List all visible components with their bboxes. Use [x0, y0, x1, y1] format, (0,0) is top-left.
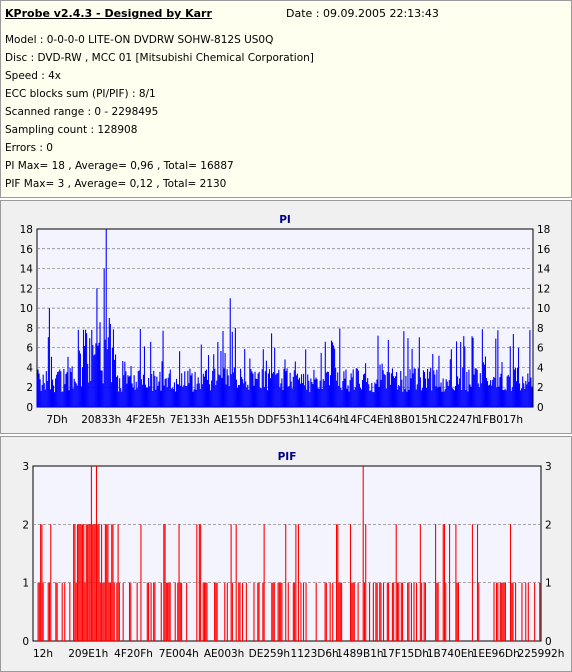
- bars: [36, 229, 533, 407]
- info-line-pi: PI Max= 18 , Average= 0,96 , Total= 1688…: [5, 160, 234, 172]
- y-tick-label-left: 2: [22, 519, 29, 531]
- x-tick-label: AE155h: [214, 414, 255, 426]
- x-tick-label: 209E1h: [68, 648, 108, 660]
- x-tick-label: 1B740Eh: [427, 648, 474, 660]
- x-tick-label: DDF53h: [257, 414, 299, 426]
- chart-title: PIF: [278, 451, 297, 463]
- y-tick-label-left: 6: [26, 343, 33, 355]
- x-tick-label: AE003h: [204, 648, 245, 660]
- pi-chart: PI 0 0 2 2 4 4 6 6 8 8 10 10 12 12 14 14 16 16 18 18 7Dh 20833…: [20, 214, 551, 426]
- x-tick-label: 1489B1h: [336, 648, 383, 660]
- x-tick-label: 1C2247h: [432, 414, 479, 426]
- x-tick-label: 7E004h: [159, 648, 199, 660]
- x-tick-label: 14FC4Eh: [344, 414, 391, 426]
- y-tick-label-left: 18: [20, 224, 33, 236]
- info-line-sampling: Sampling count : 128908: [5, 124, 138, 136]
- x-tick-label: 1FB017h: [476, 414, 523, 426]
- y-tick-label-right: 14: [537, 264, 551, 276]
- y-tick-label-right: 18: [537, 224, 550, 236]
- info-line-model: Model : 0-0-0-0 LITE-ON DVDRW SOHW-812S …: [5, 34, 274, 46]
- pif-chart-panel: PIF 0 0 1 1 2 2 3 3 12h 209E1h 4F20Fh 7E004h AE003h DE…: [0, 436, 572, 672]
- x-tick-label: 1123D6h: [291, 648, 339, 660]
- chart-title: PI: [279, 214, 291, 226]
- y-tick-label-right: 16: [537, 244, 551, 256]
- x-tick-label: 12h: [33, 648, 53, 660]
- pi-chart-panel: PI 0 0 2 2 4 4 6 6 8 8 10 10 12 12 14 14 16 16 18 18 7Dh 20833…: [0, 200, 572, 434]
- x-tick-label: 18B015h: [388, 414, 435, 426]
- x-tick-label: 225992h: [518, 648, 565, 660]
- y-tick-label-left: 0: [26, 402, 33, 414]
- x-tick-label: 1EE96Dh: [472, 648, 520, 660]
- x-tick-label: 114C64h: [299, 414, 346, 426]
- scan-date: Date : 09.09.2005 22:13:43: [286, 7, 439, 20]
- y-tick-label-left: 12: [20, 283, 33, 295]
- x-tick-label: DE259h: [249, 648, 290, 660]
- bars: [37, 466, 541, 641]
- y-tick-label-right: 0: [537, 402, 544, 414]
- y-tick-label-left: 2: [26, 382, 33, 394]
- info-line-speed: Speed : 4x: [5, 70, 62, 82]
- y-tick-label-right: 0: [545, 636, 552, 648]
- y-tick-label-left: 10: [20, 303, 33, 315]
- y-tick-label-left: 8: [26, 323, 33, 335]
- info-line-range: Scanned range : 0 - 2298495: [5, 106, 159, 118]
- y-tick-label-right: 10: [537, 303, 550, 315]
- y-tick-label-left: 14: [20, 264, 34, 276]
- info-panel: KProbe v2.4.3 - Designed by Karr Date : …: [0, 0, 572, 198]
- x-tick-label: 4F2E5h: [126, 414, 165, 426]
- y-tick-label-right: 8: [537, 323, 544, 335]
- x-tick-label: 17F15Dh: [381, 648, 429, 660]
- x-tick-label: 4F20Fh: [114, 648, 153, 660]
- info-line-disc: Disc : DVD-RW , MCC 01 [Mitsubishi Chemi…: [5, 52, 314, 64]
- y-tick-label-left: 0: [22, 636, 29, 648]
- info-line-ecc: ECC blocks sum (PI/PIF) : 8/1: [5, 88, 156, 100]
- app-title: KProbe v2.4.3 - Designed by Karr: [5, 7, 212, 20]
- y-tick-label-right: 3: [545, 461, 552, 473]
- y-tick-label-left: 1: [22, 578, 29, 590]
- y-tick-label-right: 4: [537, 362, 544, 374]
- x-tick-label: 7E133h: [170, 414, 210, 426]
- info-line-pif: PIF Max= 3 , Average= 0,12 , Total= 2130: [5, 178, 227, 190]
- y-tick-label-left: 4: [26, 362, 33, 374]
- y-tick-label-left: 16: [20, 244, 34, 256]
- x-tick-label: 20833h: [81, 414, 121, 426]
- pif-chart: PIF 0 0 1 1 2 2 3 3 12h 209E1h 4F20Fh 7E004h AE003h DE…: [22, 451, 565, 660]
- y-tick-label-right: 1: [545, 578, 552, 590]
- info-line-errors: Errors : 0: [5, 142, 53, 154]
- y-tick-label-left: 3: [22, 461, 29, 473]
- y-tick-label-right: 12: [537, 283, 550, 295]
- y-tick-label-right: 2: [545, 519, 552, 531]
- y-tick-label-right: 2: [537, 382, 544, 394]
- y-tick-label-right: 6: [537, 343, 544, 355]
- x-tick-label: 7Dh: [46, 414, 67, 426]
